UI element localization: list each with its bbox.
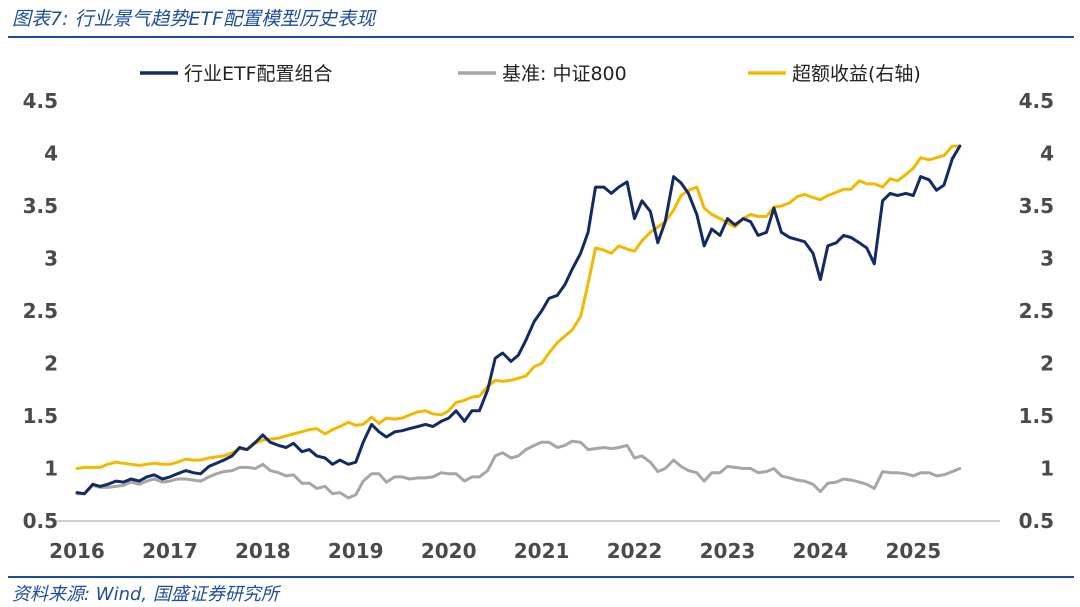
- y-right-tick-label: 2.5: [1019, 299, 1054, 323]
- source-note: 资料来源: Wind, 国盛证券研究所: [12, 584, 279, 605]
- y-right-tick-label: 4.5: [1019, 89, 1054, 113]
- series-line-benchmark: [75, 439, 962, 500]
- x-tick-label: 2022: [607, 539, 663, 563]
- x-tick-label: 2017: [142, 539, 198, 563]
- y-right-tick-label: 4: [1040, 142, 1054, 166]
- y-left-tick-label: 2: [44, 352, 58, 376]
- y-right-tick-label: 2: [1040, 352, 1054, 376]
- x-tick-label: 2021: [514, 539, 570, 563]
- legend-label-excess: 超额收益(右轴): [792, 63, 921, 85]
- y-left-tick-label: 4.5: [23, 89, 58, 113]
- x-tick-label: 2020: [421, 539, 477, 563]
- y-left-tick-label: 3: [44, 247, 58, 271]
- x-tick-label: 2016: [49, 539, 105, 563]
- y-left-tick-label: 1.5: [23, 404, 58, 428]
- title-rule: [8, 36, 1074, 38]
- y-left-tick-label: 4: [44, 142, 58, 166]
- y-right-tick-label: 3.5: [1019, 194, 1054, 218]
- x-tick-label: 2023: [700, 539, 756, 563]
- y-right-tick-label: 0.5: [1019, 509, 1054, 533]
- x-tick-label: 2018: [235, 539, 291, 563]
- y-right-tick-label: 1.5: [1019, 404, 1054, 428]
- axes: 4.5 4 3.5 3 2.5 2 1.5 1 0.5 4.5 4 3.5 3 2.5 2 1.5 1 0.5 20…: [23, 89, 1054, 563]
- legend: 行业ETF配置组合 基准: 中证800 超额收益(右轴): [140, 63, 921, 85]
- x-tick-label: 2019: [328, 539, 384, 563]
- source-rule: [8, 576, 1074, 578]
- y-left-tick-label: 3.5: [23, 194, 58, 218]
- legend-label-benchmark: 基准: 中证800: [502, 63, 627, 85]
- legend-label-portfolio: 行业ETF配置组合: [184, 63, 333, 85]
- y-left-tick-label: 2.5: [23, 299, 58, 323]
- series-line-portfolio: [75, 144, 962, 496]
- series-line-excess: [75, 144, 962, 470]
- y-right-tick-label: 3: [1040, 247, 1054, 271]
- chart-title: 图表7: 行业景气趋势ETF配置模型历史表现: [12, 8, 376, 30]
- y-right-tick-label: 1: [1040, 457, 1054, 481]
- series-lines: [75, 144, 962, 500]
- x-tick-label: 2024: [793, 539, 849, 563]
- y-left-tick-label: 0.5: [23, 509, 58, 533]
- x-tick-label: 2025: [885, 539, 941, 563]
- y-left-tick-label: 1: [44, 457, 58, 481]
